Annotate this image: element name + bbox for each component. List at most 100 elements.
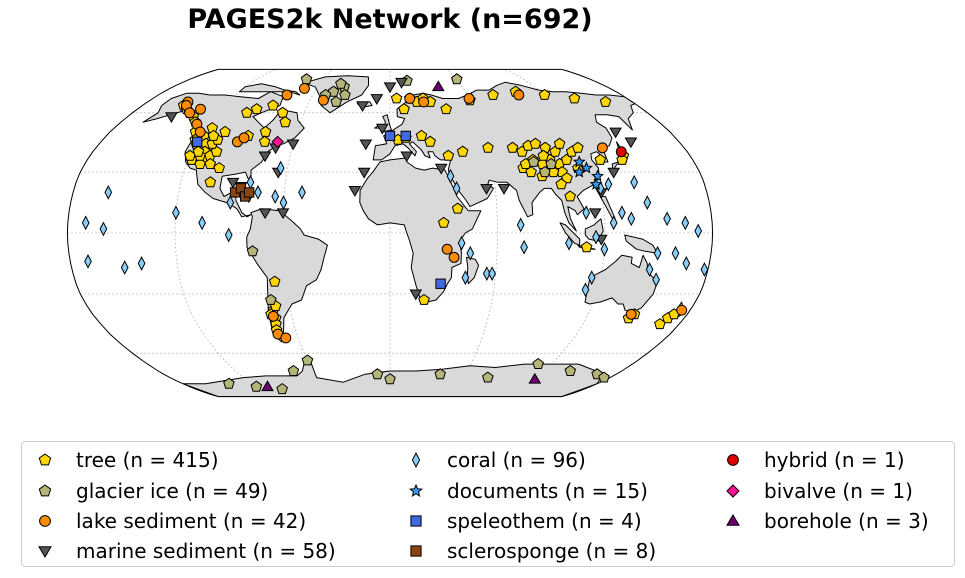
coral-site-marker — [671, 245, 680, 261]
coral-site-marker — [120, 260, 129, 275]
coral-site-marker — [172, 205, 180, 221]
glacier-ice-site-marker — [301, 354, 314, 366]
documents-site-marker — [591, 169, 605, 182]
map-boundary — [66, 68, 714, 398]
legend-marker-shape — [38, 453, 52, 466]
legend-label: tree (n = 415) — [76, 448, 219, 472]
speleothem-site-marker — [435, 278, 446, 289]
land-polygon — [238, 83, 301, 96]
legend-marker-shape — [38, 484, 52, 497]
tree-site-marker — [451, 202, 464, 214]
lake-sediment-site-marker — [404, 93, 416, 104]
legend-item: speleothem (n = 4) — [405, 506, 642, 536]
legend-item: lake sediment (n = 42) — [34, 506, 306, 536]
lake-sediment-site-marker — [448, 251, 460, 263]
glacier-ice-site-marker — [564, 364, 577, 376]
coral-site-marker — [104, 185, 113, 200]
legend-marker-icon — [39, 515, 51, 527]
coral-site-marker — [681, 215, 690, 231]
coral-site-marker — [466, 245, 475, 261]
glacier-ice-site-marker — [598, 371, 610, 383]
tree-site-marker — [564, 190, 576, 202]
glacier-ice-site-marker — [330, 95, 342, 107]
tree-site-marker — [192, 145, 205, 157]
sclerosponge-site-marker — [243, 187, 255, 198]
coral-site-marker — [604, 176, 613, 192]
coral-site-marker — [587, 270, 596, 286]
marine-sediment-site-marker — [400, 151, 414, 163]
legend-label: marine sediment (n = 58) — [76, 539, 336, 563]
legend-item: hybrid (n = 1) — [722, 445, 905, 475]
legend-label: glacier ice (n = 49) — [76, 479, 269, 503]
marine-sediment-site-marker — [357, 167, 371, 179]
borehole-site-marker — [261, 380, 274, 392]
speleothem-site-marker — [192, 136, 203, 148]
tree-site-marker — [207, 129, 220, 141]
tree-site-marker — [487, 88, 499, 100]
lake-sediment-site-marker — [184, 107, 196, 119]
marine-sediment-site-marker — [165, 112, 178, 124]
coral-site-marker — [653, 245, 662, 261]
tree-site-marker — [537, 149, 550, 161]
tree-site-marker — [553, 137, 566, 149]
lake-sediment-site-marker — [418, 96, 430, 108]
legend-marker-icon — [726, 484, 740, 498]
glacier-ice-site-marker — [532, 357, 544, 369]
legend-marker-shape — [411, 452, 421, 468]
tree-site-marker — [594, 153, 607, 165]
coral-site-marker — [84, 254, 92, 269]
coral-site-marker — [645, 262, 654, 277]
coral-site-marker — [271, 189, 280, 204]
tree-site-marker — [560, 153, 573, 165]
legend-item: marine sediment (n = 58) — [34, 536, 336, 566]
coral-site-marker — [618, 205, 626, 221]
coral-site-marker — [99, 221, 108, 237]
glacier-ice-site-marker — [539, 165, 551, 178]
tree-site-marker — [276, 106, 289, 118]
tree-site-marker — [442, 149, 455, 161]
legend-marker-shape — [410, 545, 422, 557]
world-map — [66, 68, 714, 398]
lake-sediment-site-marker — [280, 332, 292, 344]
coral-site-marker — [630, 174, 639, 190]
legend-label: lake sediment (n = 42) — [76, 509, 307, 533]
marine-sediment-site-marker — [258, 208, 272, 220]
tree-site-marker — [398, 103, 410, 115]
tree-site-marker — [616, 153, 628, 165]
coral-site-marker — [198, 215, 206, 231]
glacier-ice-site-marker — [371, 368, 384, 380]
lake-sediment-site-marker — [625, 308, 637, 320]
coral-site-marker — [279, 195, 288, 210]
legend-marker-icon — [38, 453, 52, 466]
legend-marker-icon — [411, 452, 421, 468]
marine-sediment-site-marker — [348, 186, 362, 197]
glacier-ice-site-marker — [287, 364, 300, 376]
marine-sediment-site-marker — [359, 139, 373, 151]
glacier-ice-site-marker — [246, 245, 259, 257]
coral-site-marker — [452, 180, 461, 196]
legend-label: documents (n = 15) — [447, 479, 648, 503]
glacier-ice-site-marker — [527, 155, 540, 167]
tree-site-marker — [440, 103, 452, 115]
speleothem-site-marker — [400, 130, 411, 142]
coral-site-marker — [643, 195, 652, 210]
tree-site-marker — [437, 216, 450, 228]
marine-sediment-site-marker — [624, 137, 638, 149]
legend-marker-shape — [38, 546, 52, 558]
map-title: PAGES2k Network (n=692) — [187, 4, 593, 35]
tree-site-marker — [654, 318, 666, 330]
tree-site-marker — [390, 92, 403, 104]
marine-sediment-site-marker — [588, 208, 602, 220]
tree-site-marker — [424, 135, 436, 147]
legend-item: tree (n = 415) — [34, 445, 219, 475]
legend-label: coral (n = 96) — [447, 448, 586, 472]
speleothem-site-marker — [384, 130, 396, 142]
coral-site-marker — [520, 239, 528, 255]
coral-site-marker — [652, 272, 660, 288]
lake-sediment-site-marker — [238, 132, 250, 144]
tree-site-marker — [456, 145, 469, 157]
coral-site-marker — [81, 215, 90, 231]
legend-marker-shape — [409, 483, 423, 497]
coral-site-marker — [581, 282, 590, 298]
coral-site-marker — [446, 168, 455, 184]
